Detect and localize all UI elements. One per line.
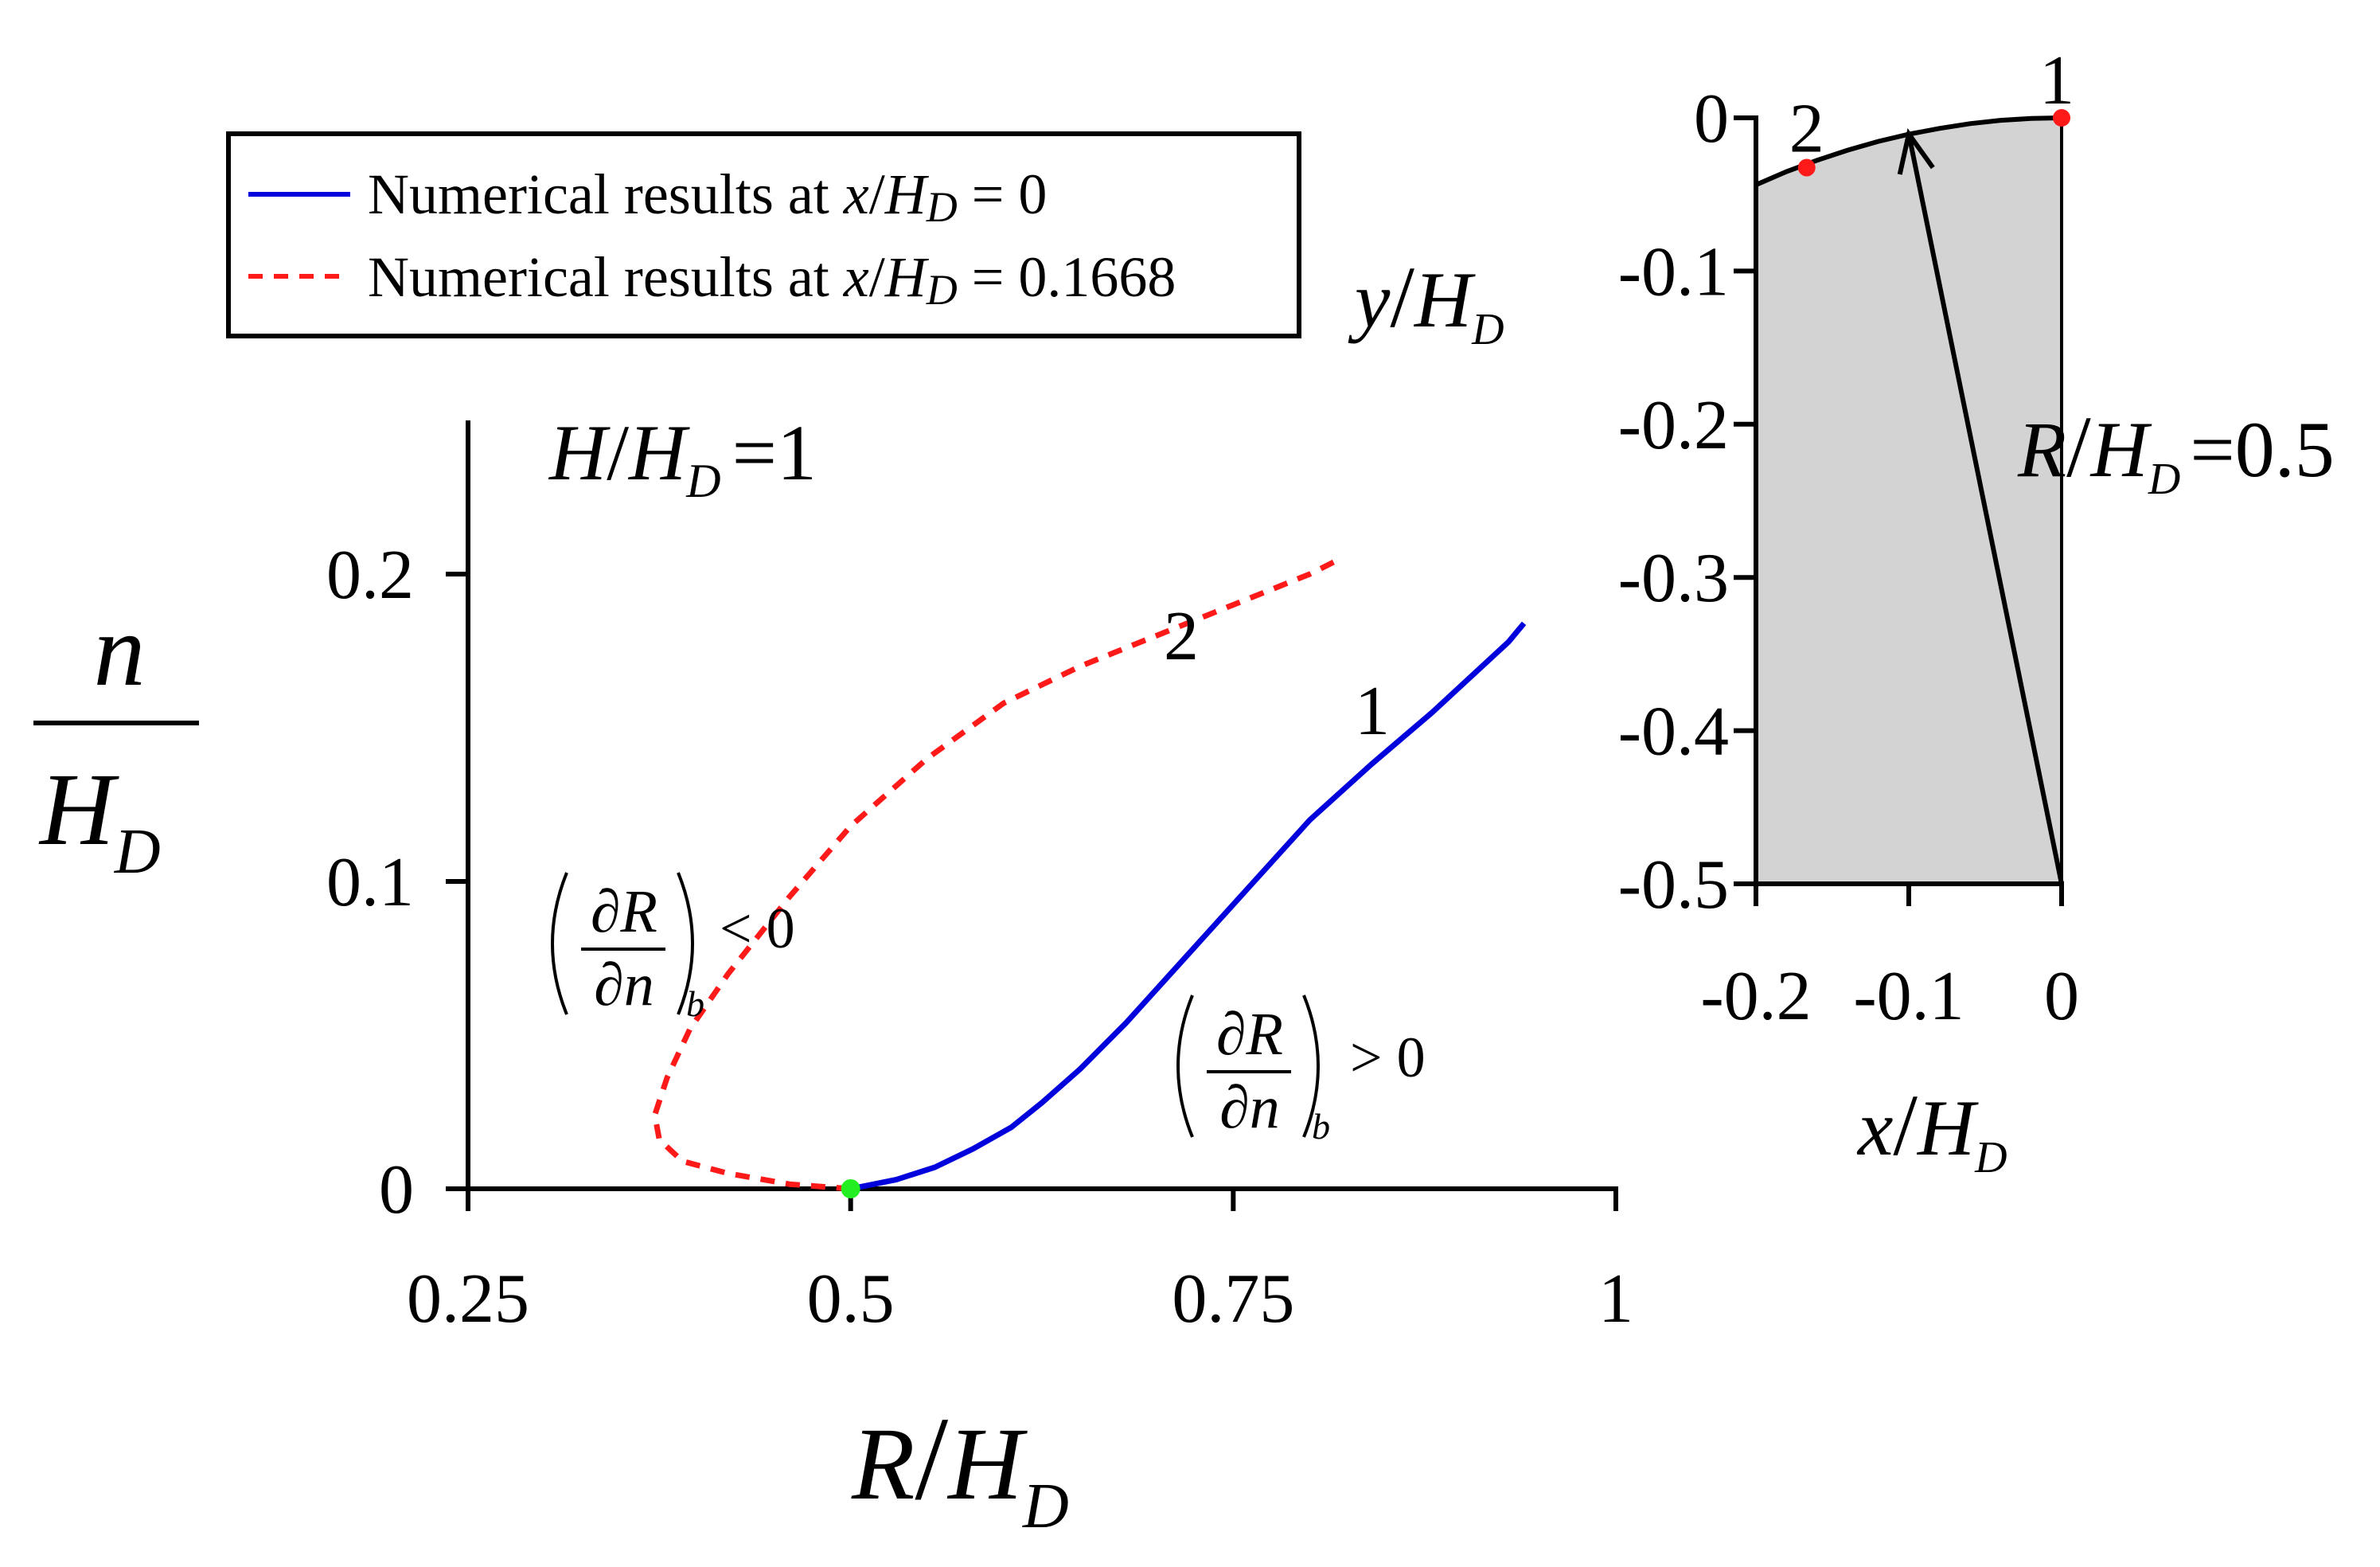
inset-crest-fill: [1756, 118, 2062, 884]
inset-point-2: [1797, 158, 1816, 177]
series-line-x-0: [850, 621, 1527, 1192]
inset-points: 12: [1789, 42, 2074, 177]
main-ticks: [446, 572, 1618, 1211]
deriv-neg-sub: b: [686, 983, 704, 1024]
main-x-label: R/HD: [851, 1393, 1069, 1542]
inset-x-tick-label: 0: [2044, 958, 2079, 1035]
legend-item-2: Numerical results at x/HD = 0.1668: [368, 245, 1176, 314]
deriv-pos-num: ∂R: [1216, 1001, 1283, 1068]
inset-y-tick-label: 0: [1694, 80, 1729, 158]
curve-1-label: 1: [1355, 673, 1390, 750]
main-y-label-den: HD: [38, 752, 161, 887]
legend-box: [226, 131, 1301, 338]
main-x-tick-label: 0.25: [407, 1260, 529, 1338]
deriv-neg-right-paren: [677, 872, 694, 1015]
deriv-pos-sub: b: [1312, 1106, 1330, 1147]
main-y-label: n HD: [33, 593, 199, 887]
inset-y-tick-label: -0.1: [1618, 233, 1729, 311]
inset-y-tick-label: -0.5: [1618, 846, 1729, 924]
inset-y-tick-label: -0.2: [1618, 387, 1729, 464]
deriv-pos-right-paren: [1302, 995, 1320, 1138]
series-line-x-0.1668: [652, 556, 1342, 1192]
main-chart: 0.25 0.5 0.75 1 0 0.1 0.2 n HD R/HD H/HD =1 2 1…: [33, 408, 1633, 1542]
main-y-label-num: n: [94, 593, 146, 708]
inset-y-label: y/HD: [1348, 248, 1504, 354]
inset-x-label: x/HD: [1856, 1077, 2007, 1182]
legend-item-1: Numerical results at x/HD = 0: [368, 162, 1047, 231]
main-y-tick-label: 0: [379, 1151, 414, 1229]
inset-chart: -0.2 -0.1 00-0.1-0.2-0.3-0.4-0.5 12 y/HD x…: [1348, 42, 2335, 1182]
inset-tick-labels: -0.2 -0.1 0 0 -0.1 -0.2 -0.3 -0.4 -0.5: [1618, 80, 2079, 1035]
inset-ticks: [1734, 115, 2064, 906]
head-ratio-label: H/HD =1: [548, 408, 817, 507]
derivative-positive-annotation: ∂R ∂n b > 0: [1176, 995, 1426, 1147]
stagnation-point-marker: [841, 1179, 860, 1198]
inset-point-1: [2053, 109, 2070, 127]
inset-point-label-1: 1: [2039, 42, 2074, 119]
inset-y-tick-label: -0.4: [1618, 694, 1729, 771]
deriv-neg-den: ∂n: [594, 952, 654, 1018]
deriv-neg-num: ∂R: [591, 878, 657, 945]
radius-label: R/HD =0.5: [2017, 398, 2335, 504]
main-series: [652, 556, 1527, 1198]
radius-arrow-shaft: [1906, 133, 2064, 885]
main-x-tick-label: 0.75: [1172, 1260, 1294, 1338]
inset-x-tick-label: -0.2: [1700, 958, 1811, 1035]
curve-2-label: 2: [1164, 598, 1199, 675]
inset-y-tick-label: -0.3: [1618, 540, 1729, 617]
main-x-tick-label: 0.5: [807, 1260, 895, 1338]
deriv-pos-den: ∂n: [1219, 1074, 1280, 1141]
legend: Numerical results at x/HD = 0 Numerical …: [226, 131, 1301, 338]
main-y-tick-label: 0.2: [326, 537, 414, 614]
deriv-pos-relation: > 0: [1350, 1026, 1426, 1089]
radius-arrow: [1897, 127, 2064, 885]
radius-arrow-head: [1897, 127, 1935, 175]
main-y-tick-label: 0.1: [326, 844, 414, 921]
main-x-tick-label: 1: [1598, 1260, 1633, 1338]
deriv-pos-left-paren: [1176, 995, 1194, 1138]
inset-point-label-2: 2: [1789, 91, 1824, 168]
deriv-neg-left-paren: [551, 872, 568, 1015]
inset-x-tick-label: -0.1: [1853, 958, 1964, 1035]
deriv-neg-relation: < 0: [720, 897, 795, 960]
main-tick-labels: 0.25 0.5 0.75 1 0 0.1 0.2: [326, 537, 1633, 1338]
derivative-negative-annotation: ∂R ∂n b < 0: [551, 872, 795, 1024]
